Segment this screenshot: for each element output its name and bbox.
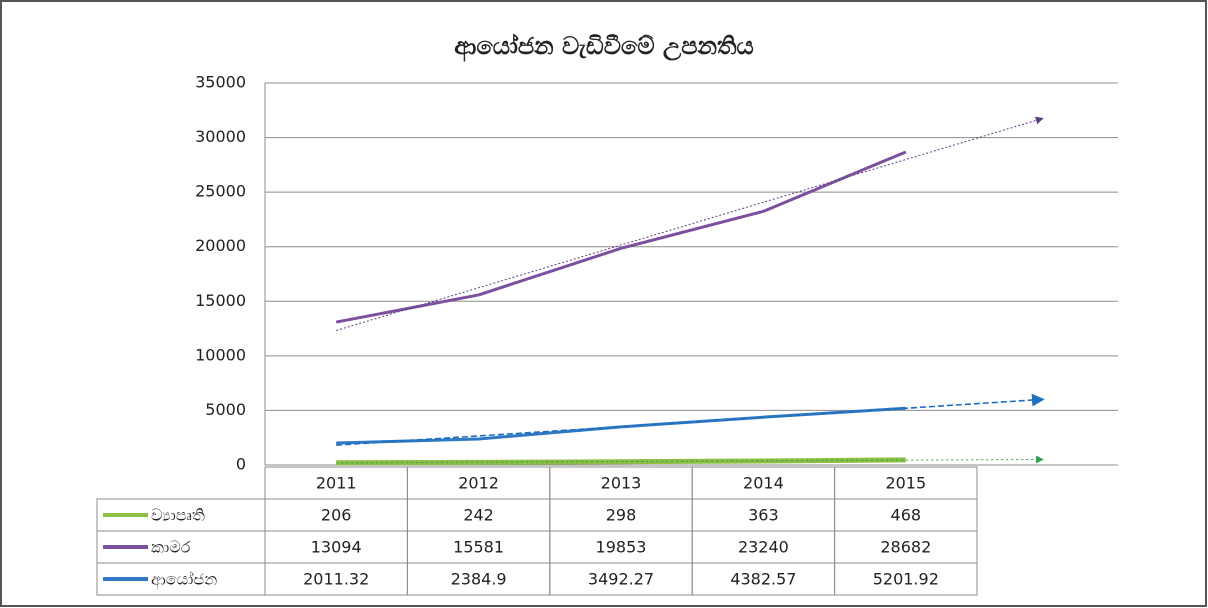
legend-label: ව්‍යාපෘති xyxy=(151,506,205,525)
table-value: 3492.27 xyxy=(588,570,654,589)
table-value: 4382.57 xyxy=(730,570,796,589)
x-tick-label: 2011 xyxy=(316,474,357,493)
y-tick-label: 20000 xyxy=(195,236,246,255)
table-value: 5201.92 xyxy=(873,570,939,589)
x-tick-label: 2012 xyxy=(458,474,499,493)
series-line xyxy=(336,406,906,445)
table-value: 13094 xyxy=(311,538,362,557)
table-value: 15581 xyxy=(453,538,504,557)
legend-label: කාමර xyxy=(151,538,191,557)
chart-title: ආයෝජන වැඩිවීමේ උපනතිය xyxy=(454,32,753,62)
y-tick-label: 0 xyxy=(236,455,246,474)
table-value: 28682 xyxy=(880,538,931,557)
table-value: 19853 xyxy=(596,538,647,557)
table-value: 206 xyxy=(321,506,352,525)
table-value: 298 xyxy=(606,506,637,525)
x-tick-label: 2014 xyxy=(743,474,784,493)
trendline xyxy=(336,393,1045,446)
y-tick-label: 25000 xyxy=(195,182,246,201)
series-line xyxy=(336,457,906,466)
y-tick-label: 35000 xyxy=(195,73,246,92)
trendline xyxy=(336,116,1044,331)
table-cell xyxy=(834,562,978,596)
table-value: 468 xyxy=(891,506,922,525)
y-tick-label: 5000 xyxy=(205,400,246,419)
x-tick-label: 2015 xyxy=(885,474,926,493)
table-value: 2384.9 xyxy=(451,570,507,589)
legend-label: ආයෝජන xyxy=(151,570,217,590)
y-tick-label: 10000 xyxy=(195,345,246,364)
table-value: 242 xyxy=(463,506,494,525)
table-value: 363 xyxy=(748,506,779,525)
table-value: 2011.32 xyxy=(303,570,369,589)
x-tick-label: 2013 xyxy=(601,474,642,493)
series-line xyxy=(335,150,907,324)
y-tick-label: 30000 xyxy=(195,127,246,146)
y-tick-label: 15000 xyxy=(195,291,246,310)
table-value: 23240 xyxy=(738,538,789,557)
